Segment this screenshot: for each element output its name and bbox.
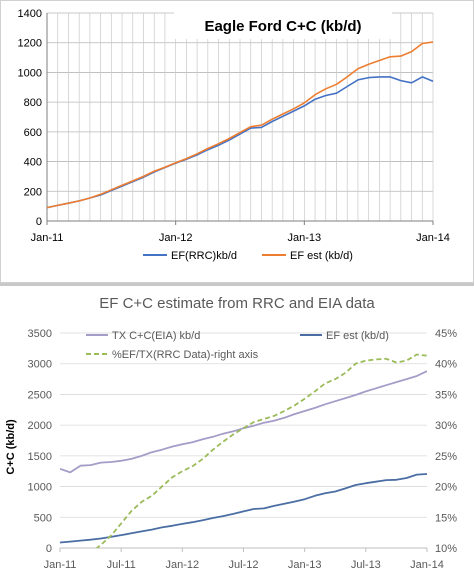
legend: TX C+C(EIA) kb/d EF est (kb/d) %EF/TX(RRC … [86,330,389,361]
grid [60,332,427,549]
series-line-2 [95,353,427,548]
y2-tick-label: 40% [435,359,457,371]
y-tick-label: 800 [24,97,42,109]
y-tick-label: 1400 [18,8,42,20]
series-line-1 [46,41,434,209]
series-line-1 [60,473,427,544]
y-axis-label: C+C (kb/d) [5,419,17,475]
x-tick-label: Jan-13 [288,559,322,571]
legend-label: %EF/TX(RRC Data)-right axis [112,349,259,361]
y2-tick-label: 20% [435,482,457,494]
axes: 0 200 400 600 800 1000 1200 1400 Jan-11 Jan-12 Jan… [18,8,450,244]
y2-tick-label: 10% [435,543,457,555]
y2-tick-label: 25% [435,451,457,463]
y-tick-label: 2500 [28,389,52,401]
x-tick-label: Jan-11 [31,232,64,244]
legend-label: EF(RRC)kb/d [171,250,237,262]
y-tick-label: 0 [46,543,52,555]
x-tick-label: Jan-11 [44,559,77,571]
y-tick-label: 500 [34,512,52,524]
y-tick-label: 1500 [28,451,52,463]
x-tick-label: Jul-12 [229,559,259,571]
x-tick-label: Jan-12 [166,559,200,571]
chart-title: Eagle Ford C+C (kb/d) [204,18,361,35]
y-tick-label: 3500 [28,328,52,340]
x-tick-label: Jul-13 [351,559,381,571]
x-tick-label: Jul-11 [107,559,136,571]
y-tick-label: 1200 [18,38,42,50]
x-tick-label: Jan-13 [288,232,322,244]
y2-tick-label: 15% [435,512,457,524]
y-tick-label: 2000 [28,420,52,432]
legend: EF(RRC)kb/d EF est (kb/d) [143,250,353,262]
y-tick-label: 400 [24,157,42,169]
y-tick-label: 200 [24,186,42,198]
x-tick-label: Jan-14 [410,559,444,571]
axes: 0 500 1000 1500 2000 2500 3000 3500 10% 15% 20% 25%… [28,328,458,571]
y-tick-label: 1000 [18,67,42,79]
y-tick-label: 3000 [28,359,52,371]
panel-divider [0,283,474,287]
chart-panel-eagle-ford: 0 200 400 600 800 1000 1200 1400 Jan-11 Jan-12 Jan… [0,0,474,284]
series-line-0 [60,370,427,474]
chart-panel-ef-estimate: EF C+C estimate from RRC and EIA data 0 5… [0,286,474,577]
y2-tick-label: 35% [435,389,457,401]
legend-label: EF est (kb/d) [290,250,353,262]
series-group [46,41,434,209]
y2-tick-label: 30% [435,420,457,432]
x-tick-label: Jan-14 [416,232,450,244]
series-group [60,353,427,548]
legend-label: TX C+C(EIA) kb/d [112,330,200,342]
chart-eagle-ford-cc: 0 200 400 600 800 1000 1200 1400 Jan-11 Jan-12 Jan… [0,0,474,283]
title-background [174,11,392,39]
legend-label: EF est (kb/d) [326,330,389,342]
y-tick-label: 0 [36,216,42,228]
y-tick-label: 600 [24,127,42,139]
x-tick-label: Jan-12 [159,232,193,244]
y-tick-label: 1000 [28,482,52,494]
chart-title: EF C+C estimate from RRC and EIA data [99,295,375,312]
chart-ef-cc-estimate: EF C+C estimate from RRC and EIA data 0 5… [5,295,458,571]
y2-tick-label: 45% [435,328,457,340]
